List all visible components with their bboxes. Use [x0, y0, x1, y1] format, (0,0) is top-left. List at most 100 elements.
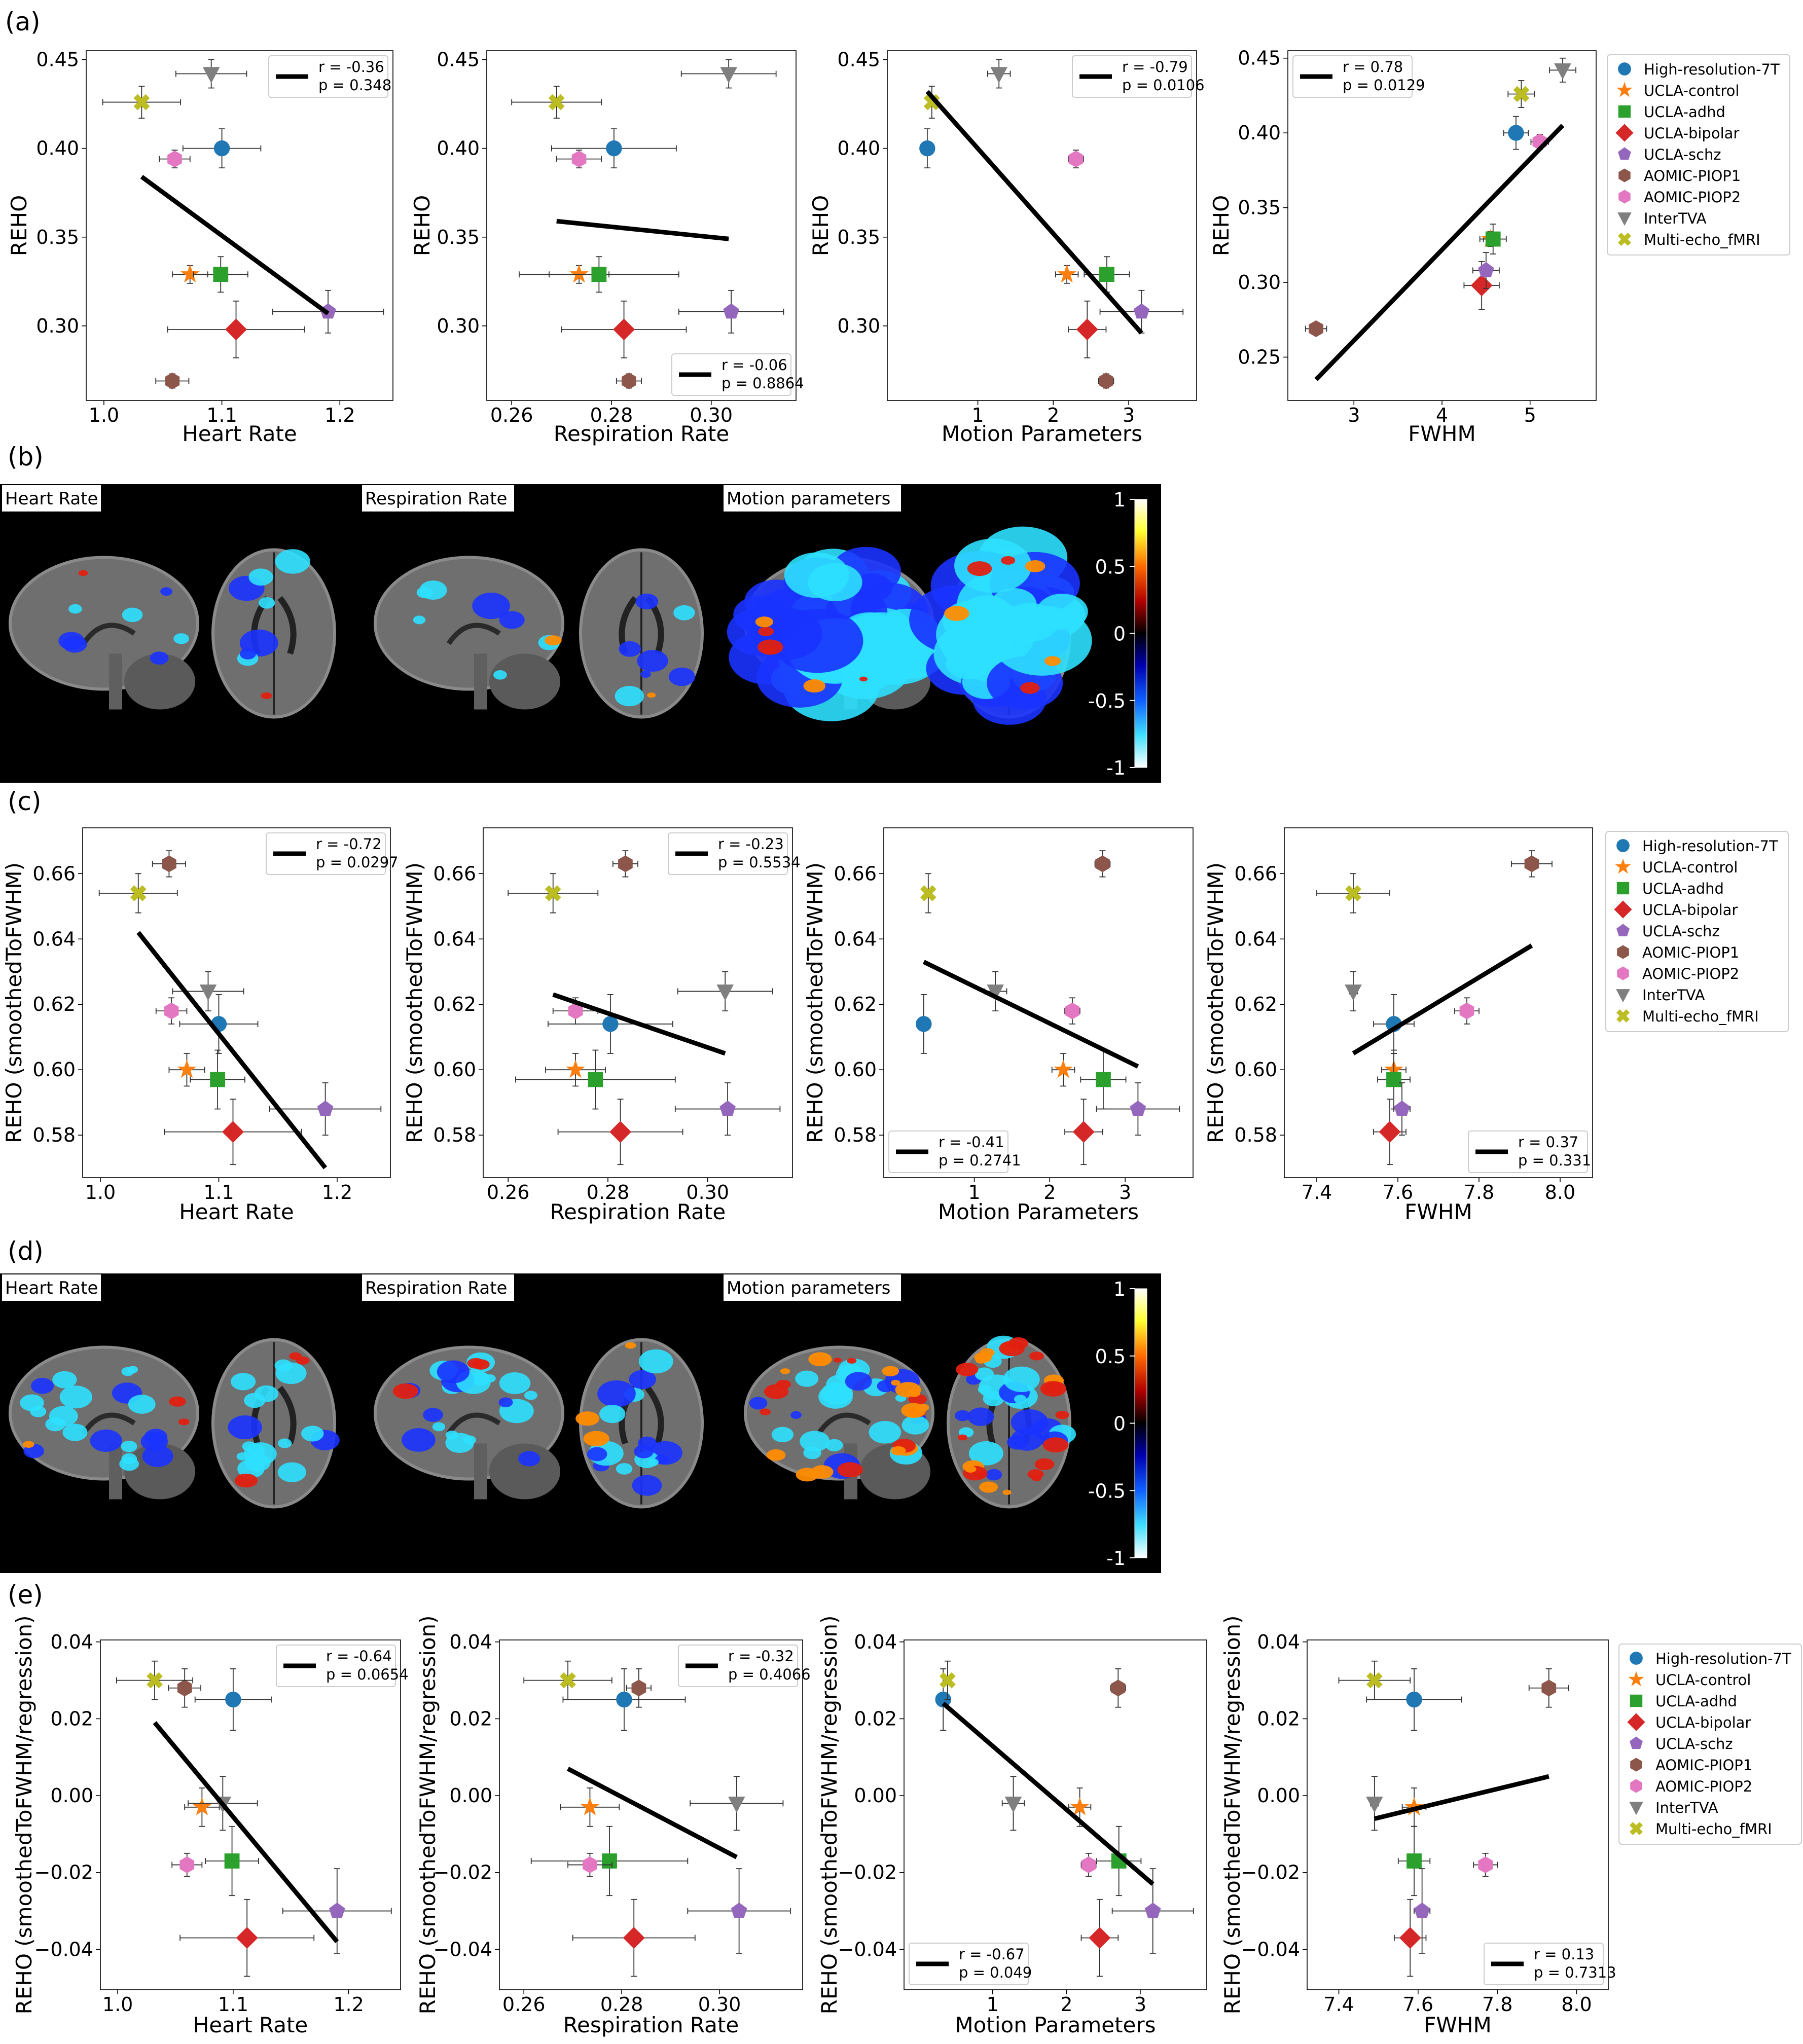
legend-label: UCLA-adhd — [1655, 1693, 1737, 1710]
x-tick-label: 7.6 — [1383, 1181, 1413, 1203]
x-tick-label: 0.28 — [587, 1181, 630, 1203]
dataset-legend-e: High-resolution-7T UCLA-control UCLA-adhd U… — [1618, 1644, 1802, 1845]
chart-c-3: 1 2 3 0.58 0.60 0.62 0.64 0.66 Motion Parameters… — [803, 827, 1194, 1224]
marker-triangle_down — [199, 984, 217, 1001]
marker-hexagon — [162, 855, 176, 872]
x-tick-label: 8.0 — [1561, 1993, 1592, 2016]
y-tick-label: 0.02 — [449, 1707, 492, 1730]
marker-diamond — [609, 1121, 632, 1143]
data-point-multi-echo-fmri — [102, 86, 182, 119]
axial-brain-slice — [575, 1338, 704, 1509]
legend-label: AOMIC-PIOP1 — [1644, 167, 1741, 185]
marker-square — [602, 1853, 617, 1869]
x-axis-label: Respiration Rate — [554, 421, 729, 446]
marker-pentagon — [731, 1902, 747, 1918]
x-tick-label: 1 — [968, 1181, 980, 1203]
data-point-ucla-bipolar — [1080, 1899, 1119, 1977]
x-tick-label: 1.1 — [203, 1181, 234, 1203]
positive-activation-blob — [289, 1352, 302, 1360]
correlation-r: r = 0.37 — [1518, 1134, 1578, 1151]
slice-title: Respiration Rate — [362, 1274, 514, 1301]
legend-label: UCLA-bipolar — [1642, 901, 1738, 919]
legend-label: Multi-echo_fMRI — [1655, 1820, 1772, 1838]
positive-activation-blob — [967, 561, 992, 576]
marker-x — [940, 1672, 956, 1689]
data-point-aomic-piop1 — [1094, 850, 1111, 878]
x-tick-label: 1 — [971, 404, 984, 426]
marker-square — [1096, 1072, 1111, 1087]
y-tick-label: 0.45 — [36, 49, 79, 71]
negative-activation-blob — [587, 1447, 607, 1462]
marker-pentagon — [723, 303, 739, 319]
data-point-ucla-schz — [1472, 252, 1500, 289]
plot-frame — [100, 1639, 401, 1990]
marker-square — [1099, 267, 1114, 282]
positive-activation-blob — [755, 616, 774, 628]
colorbar-tick-label: -1 — [1106, 1547, 1126, 1570]
colorbar-tick-label: -0.5 — [1088, 1480, 1126, 1502]
data-point-intertva — [987, 59, 1011, 89]
data-point-ucla-schz — [678, 289, 784, 334]
marker-hexagon — [1459, 1002, 1474, 1019]
negative-activation-blob — [818, 1384, 853, 1409]
data-point-intertva — [1366, 1776, 1383, 1831]
panel-letter: (e) — [8, 1580, 43, 1610]
positive-activation-blob — [169, 1396, 186, 1407]
plot-frame — [483, 827, 793, 1178]
data-point-multi-echo-fmri — [116, 1660, 194, 1700]
regression-line — [136, 931, 328, 1170]
negative-activation-blob — [275, 549, 310, 574]
slice-title: Heart Rate — [2, 1274, 101, 1301]
positive-activation-blob — [1002, 1489, 1012, 1495]
chart-c-1: 1.0 1.1 1.2 0.58 0.60 0.62 0.64 0.66 Heart Rate R… — [2, 827, 399, 1224]
y-tick-label: 0.66 — [1234, 862, 1277, 885]
legend-marker-hexagon — [1617, 966, 1629, 980]
stats-legend: r = -0.23p = 0.5534 — [668, 832, 801, 875]
marker-star — [569, 264, 589, 283]
negative-activation-blob — [635, 593, 659, 610]
marker-triangle_down — [1345, 984, 1362, 1001]
negative-activation-blob — [499, 1372, 531, 1395]
slice-title: Motion parameters — [724, 1274, 901, 1301]
data-point-ucla-adhd — [1096, 1826, 1142, 1896]
stats-legend-box — [678, 1645, 798, 1687]
marker-triangle_down — [720, 67, 738, 84]
data-point-ucla-control — [560, 1787, 620, 1827]
cerebellum — [489, 1443, 560, 1500]
slice-title-background — [2, 485, 101, 512]
data-point-ucla-bipolar — [1068, 300, 1107, 358]
chart-e-4: 7.4 7.6 7.8 8.0 −0.04 −0.02 0.00 0.02 0.04 FWHM RE… — [1220, 1616, 1616, 2037]
legend-marker-x — [1616, 1009, 1630, 1023]
stats-legend: r = -0.64p = 0.0654 — [276, 1645, 409, 1687]
legend-label: UCLA-control — [1644, 82, 1740, 99]
marker-triangle_down — [1366, 1796, 1383, 1813]
negative-activation-blob — [122, 607, 143, 623]
marker-pentagon — [1414, 1902, 1430, 1918]
marker-x — [560, 1672, 576, 1689]
panel-letter: (d) — [8, 1236, 44, 1266]
x-tick-label: 1.2 — [322, 1181, 352, 1203]
data-point-ucla-bipolar — [167, 300, 305, 358]
y-tick-label: 0.66 — [32, 862, 76, 885]
legend-marker-square — [1618, 105, 1631, 118]
p-value: p = 0.0654 — [326, 1666, 409, 1683]
data-point-multi-echo-fmri — [511, 86, 602, 119]
marker-pentagon — [1394, 1100, 1410, 1116]
positive-activation-blob — [23, 1441, 34, 1448]
positive-activation-blob — [811, 1465, 834, 1479]
positive-activation-blob — [901, 1403, 926, 1418]
y-axis-label: REHO (smoothedToFWHM) — [402, 862, 427, 1143]
x-tick-label: 4 — [1436, 404, 1448, 426]
negative-activation-blob — [31, 1378, 54, 1394]
legend-marker-pentagon — [1616, 924, 1630, 937]
legend-marker-diamond — [1627, 1713, 1645, 1731]
correlation-r: r = -0.36 — [318, 58, 384, 76]
plot-frame — [86, 50, 393, 401]
y-tick-label: 0.02 — [50, 1707, 93, 1730]
sagittal-brain-slice — [744, 1345, 934, 1500]
marker-star — [566, 1060, 586, 1078]
x-tick-label: 7.4 — [1323, 1993, 1354, 2016]
marker-diamond — [1089, 1927, 1111, 1949]
data-point-ucla-control — [171, 264, 208, 284]
x-tick-label: 0.30 — [698, 1993, 741, 2016]
